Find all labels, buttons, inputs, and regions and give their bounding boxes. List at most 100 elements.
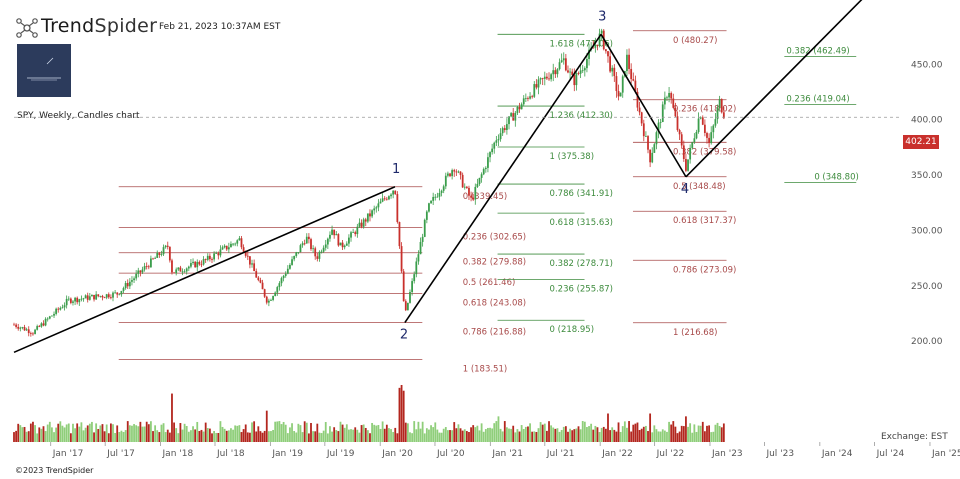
- candle-body: [554, 70, 557, 75]
- candle-body: [482, 169, 485, 175]
- volume-bar: [360, 425, 363, 442]
- candle-body: [164, 245, 167, 248]
- candle-body: [421, 236, 424, 242]
- volume-bar: [484, 429, 487, 442]
- volume-bar: [425, 428, 428, 442]
- candle-body: [276, 287, 279, 293]
- y-tick-label: 200.00: [911, 337, 943, 347]
- x-tick-label: Jan '21: [491, 449, 523, 459]
- candle-body: [432, 196, 435, 201]
- volume-bar: [493, 423, 496, 442]
- candle-body: [510, 113, 512, 117]
- fib-level-label: 1 (216.68): [673, 328, 717, 338]
- candle-body: [230, 243, 232, 248]
- candle-body: [255, 271, 258, 278]
- candle-body: [558, 62, 561, 70]
- candle-body: [93, 294, 95, 300]
- candle-body: [200, 264, 203, 266]
- volume-bar: [341, 424, 344, 442]
- candle-body: [53, 313, 55, 316]
- candle-body: [88, 296, 91, 300]
- volume-bar: [383, 428, 386, 442]
- candle-body: [305, 236, 308, 244]
- candle-body: [396, 194, 399, 223]
- volume-bar: [307, 433, 310, 442]
- volume-bar: [147, 424, 150, 442]
- candle-body: [598, 33, 601, 46]
- candle-body: [59, 307, 62, 310]
- candle-body: [577, 73, 580, 74]
- volume-bar: [594, 425, 597, 442]
- volume-bar: [527, 426, 529, 442]
- candle-body: [411, 281, 414, 293]
- volume-bar: [678, 431, 681, 442]
- candle-body: [619, 92, 622, 97]
- candle-body: [40, 323, 43, 327]
- volume-bar: [491, 428, 494, 442]
- volume-bar: [602, 426, 605, 442]
- candle-body: [611, 67, 614, 72]
- volume-bar: [440, 432, 443, 442]
- candle-body: [232, 243, 234, 245]
- candle-body: [249, 256, 251, 265]
- candle-body: [444, 175, 447, 187]
- candle-body: [689, 147, 692, 160]
- volume-bar: [657, 431, 660, 442]
- volume-bar: [537, 428, 540, 442]
- volume-bar: [211, 433, 213, 442]
- candle-body: [162, 247, 165, 255]
- candle-body: [259, 280, 262, 283]
- chart-label: SPY, Weekly, Candles chart: [17, 111, 140, 121]
- fib-level-label: 0.786 (216.88): [463, 328, 526, 338]
- volume-bar: [156, 430, 159, 442]
- candle-body: [103, 297, 106, 299]
- candle-body: [364, 219, 367, 222]
- volume-bar: [173, 422, 175, 442]
- candle-body: [206, 255, 209, 260]
- volume-bar: [13, 432, 15, 442]
- volume-bar: [668, 421, 670, 442]
- volume-bar: [337, 431, 340, 442]
- last-price-tag: 402.21: [903, 135, 939, 149]
- volume-bar: [145, 421, 148, 442]
- y-tick-label: 400.00: [911, 116, 943, 126]
- volume-bar: [623, 421, 626, 442]
- candle-body: [495, 140, 498, 143]
- volume-bar: [413, 421, 416, 442]
- volume-bar: [345, 424, 348, 442]
- volume-bar: [474, 427, 477, 442]
- volume-bar: [249, 432, 251, 442]
- volume-bar: [617, 422, 620, 442]
- x-tick-label: Jan '24: [821, 449, 853, 459]
- volume-bar: [65, 424, 68, 442]
- x-tick-label: Jul '20: [436, 449, 465, 459]
- volume-bar: [301, 432, 304, 442]
- volume-bar: [107, 433, 110, 442]
- x-tick-label: Jan '17: [52, 449, 84, 459]
- candle-body: [600, 30, 603, 34]
- volume-bar: [274, 421, 277, 442]
- candle-body: [135, 273, 138, 279]
- candle-body: [299, 245, 302, 253]
- volume-bar: [390, 429, 392, 442]
- fib-level-label: 0.5 (348.48): [673, 182, 726, 192]
- candle-body: [573, 74, 576, 86]
- volume-bar: [42, 426, 45, 442]
- volume-bar: [15, 430, 18, 442]
- volume-bar: [29, 423, 32, 442]
- candle-body: [65, 298, 68, 306]
- candle-body: [533, 84, 536, 97]
- volume-bar: [640, 428, 643, 442]
- candle-body: [251, 263, 253, 265]
- volume-bar: [187, 431, 190, 442]
- volume-bar: [630, 431, 633, 442]
- candle-body: [720, 99, 723, 113]
- candle-body: [307, 236, 310, 240]
- candle-body: [632, 79, 635, 81]
- volume-bar: [270, 431, 272, 442]
- candle-body: [434, 196, 437, 198]
- candle-body: [404, 301, 407, 311]
- candle-body: [166, 245, 169, 247]
- candle-body: [211, 259, 213, 260]
